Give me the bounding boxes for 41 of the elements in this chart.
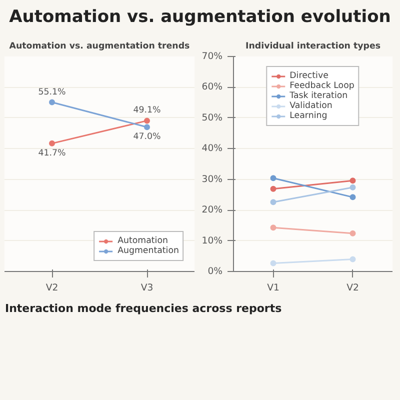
text: Interaction mode frequencies across reports: [5, 301, 282, 317]
y-tick-label: 20%: [202, 204, 223, 216]
point: [144, 118, 150, 124]
legend-label: Feedback Loop: [290, 81, 354, 92]
data-label: 41.7%: [38, 148, 66, 159]
point: [270, 175, 276, 182]
point: [270, 186, 276, 192]
point: [350, 194, 356, 200]
point: [270, 224, 276, 231]
point: [49, 100, 55, 106]
legend-label: Directive: [290, 71, 328, 82]
x-tick-label: V3: [140, 282, 154, 294]
data-label: 47.0%: [133, 132, 161, 142]
chart-subtitle: Automation vs. augmentation trends: [9, 42, 190, 52]
legend-label: Task iteration: [290, 91, 348, 102]
legend-label: Validation: [290, 101, 332, 112]
y-tick-label: 10%: [202, 236, 223, 247]
legend-label: Learning: [290, 111, 328, 122]
y-tick-label: 60%: [202, 82, 223, 93]
y-tick-label: 30%: [202, 174, 223, 186]
x-tick-label: V2: [46, 282, 58, 294]
y-tick-label: 40%: [202, 143, 223, 154]
point: [350, 178, 356, 184]
y-tick-label: 0%: [208, 266, 223, 278]
y-tick-label: 50%: [202, 112, 223, 124]
point: [350, 184, 356, 191]
x-tick-label: V2: [346, 282, 359, 294]
chart-subtitle: Individual interaction types: [246, 42, 380, 52]
point: [350, 230, 356, 237]
point: [144, 124, 150, 130]
legend-label: Augmentation: [118, 246, 179, 256]
point: [270, 260, 276, 266]
point: [49, 140, 55, 147]
chart-title: Automation vs. augmentation evolution: [9, 6, 391, 29]
data-label: 55.1%: [38, 88, 66, 98]
data-label: 49.1%: [133, 106, 161, 116]
point: [350, 256, 356, 262]
legend-label: Automation: [118, 236, 168, 246]
point: [270, 199, 276, 206]
y-tick-label: 70%: [202, 51, 223, 62]
x-tick-label: V1: [267, 282, 280, 294]
